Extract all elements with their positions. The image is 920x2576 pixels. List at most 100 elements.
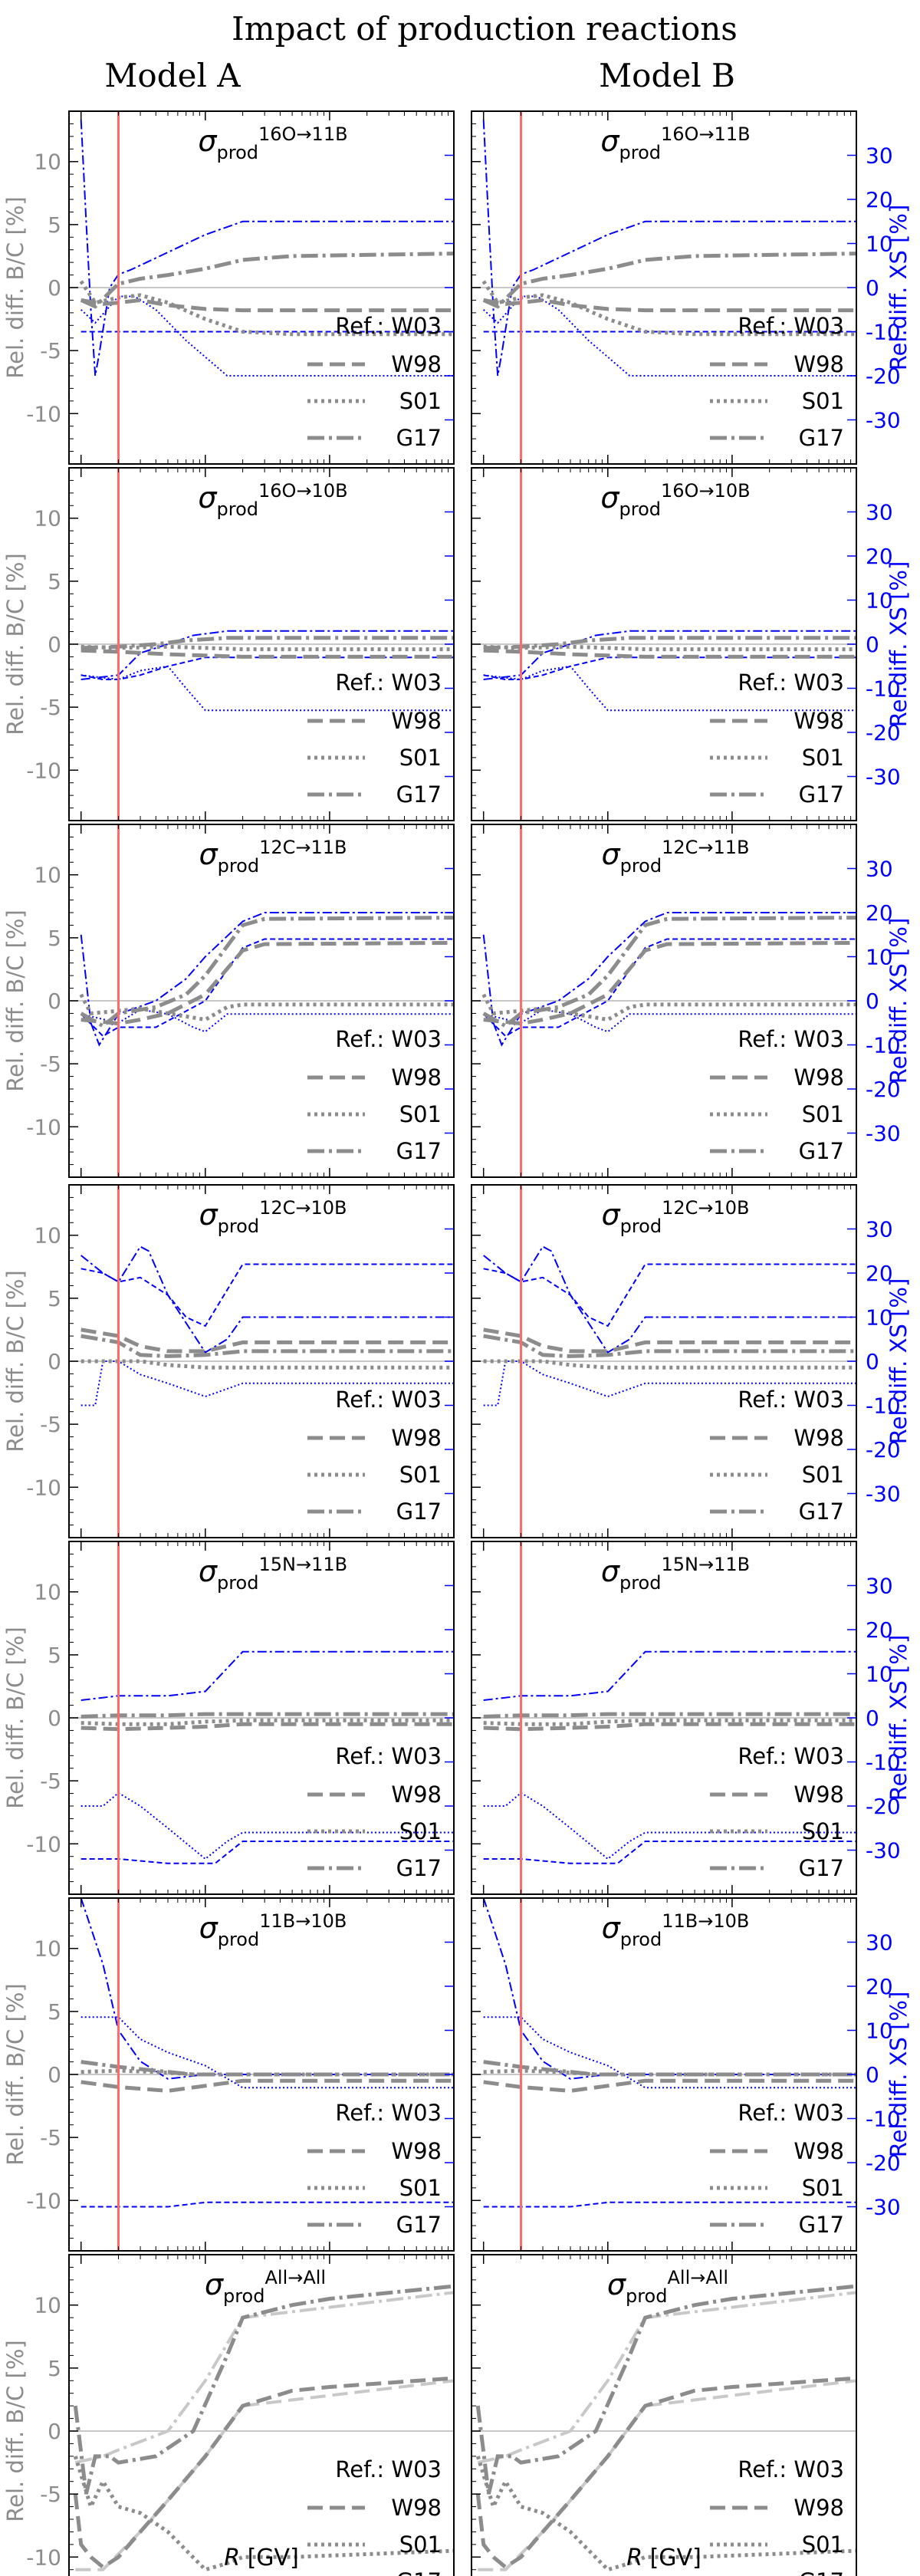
- y-right-tick-label: 20: [866, 1974, 893, 1999]
- reaction-label-subscript: prod: [626, 2285, 668, 2307]
- series-bc-S01: [483, 1718, 856, 1726]
- y-right-tick-label: -30: [866, 765, 901, 790]
- legend-label-W98: W98: [391, 708, 442, 734]
- y-left-tick-label: 10: [34, 150, 61, 175]
- legend-label-W98: W98: [391, 2138, 442, 2164]
- panel-11B-to-10B-col0: -10 -5 0 5 10 σprod11B→10B Ref.: W03 W98 S01 G17: [26, 1897, 455, 2252]
- reaction-label: σprodAll→All: [607, 2267, 728, 2307]
- reaction-label-superscript: 12C→11B: [662, 837, 749, 858]
- y-right-tick-label: 10: [866, 945, 893, 970]
- reaction-label-subscript: prod: [218, 1216, 260, 1237]
- legend-label-G17: G17: [799, 1138, 844, 1164]
- series-light-reference-1: [74, 2291, 454, 2465]
- series-bc-W98: [483, 298, 856, 313]
- legend-label-W98: W98: [794, 351, 844, 377]
- series-bc-G17: [475, 2284, 856, 2495]
- y-left-tick-label: -10: [26, 758, 61, 783]
- y-left-axis-label: Rel. diff. B/C [%]: [2, 196, 28, 378]
- y-right-tick-label: 0: [866, 989, 879, 1014]
- reaction-label-symbol: σ: [199, 1198, 219, 1232]
- series-bc-W98: [80, 940, 454, 1026]
- series-xs-G17: [482, 912, 856, 1047]
- panel-12C-to-11B-col0: -10 -5 0 5 10 σprod12C→11B Ref.: W03 W98 S01 G17: [26, 824, 455, 1178]
- legend-label-G17: G17: [396, 1138, 442, 1164]
- series-bc-S01: [475, 2456, 856, 2572]
- legend-label-W98: W98: [391, 2495, 442, 2521]
- y-left-tick-label: 0: [48, 989, 61, 1014]
- reaction-label-symbol: σ: [600, 124, 620, 158]
- legend-label-S01: S01: [399, 2175, 442, 2201]
- y-right-tick-label: -20: [866, 1437, 901, 1462]
- y-right-tick-label: 0: [866, 632, 879, 657]
- y-left-tick-label: 5: [48, 1643, 61, 1668]
- panel-12C-to-10B-col0: -10 -5 0 5 10 σprod12C→10B Ref.: W03 W98 S01 G17: [26, 1184, 455, 1538]
- y-left-tick-label: 5: [48, 1286, 61, 1311]
- legend-label-G17: G17: [799, 1499, 844, 1525]
- plot-area: [475, 2284, 856, 2572]
- reaction-label-subscript: prod: [217, 142, 259, 163]
- y-left-tick-label: 10: [34, 506, 61, 531]
- legend-title: Ref.: W03: [335, 1026, 442, 1052]
- y-left-tick-label: 5: [48, 2356, 61, 2381]
- panel-16O-to-10B-col1: -30 -20 -10 0 10 20 30 σprod16O→10B Ref.: W03 W98…: [471, 467, 901, 821]
- series-bc-W98: [483, 2078, 856, 2093]
- reaction-label-symbol: σ: [601, 1554, 621, 1588]
- y-left-tick-label: 0: [48, 1706, 61, 1731]
- reaction-label-superscript: 11B→10B: [259, 1910, 347, 1932]
- legend-label-W98: W98: [794, 708, 844, 734]
- series-xs-G17: [483, 1245, 856, 1354]
- panel-11B-to-10B-col1: -30 -20 -10 0 10 20 30 σprod11B→10B Ref.: W03 W98…: [471, 1897, 901, 2252]
- y-right-tick-label: -30: [866, 2195, 901, 2220]
- y-right-tick-label: 30: [866, 500, 893, 525]
- y-right-tick-label: 10: [866, 588, 893, 614]
- y-left-tick-label: 0: [48, 632, 61, 657]
- series-bc-S01: [80, 1718, 454, 1726]
- plot-area: [481, 912, 856, 1047]
- legend-label-W98: W98: [391, 1064, 442, 1091]
- series-xs-G17: [483, 1650, 856, 1701]
- reaction-label-symbol: σ: [199, 1554, 219, 1588]
- plot-area: [80, 1245, 454, 1406]
- legend-title: Ref.: W03: [335, 2456, 442, 2482]
- y-left-tick-label: 0: [48, 2062, 61, 2087]
- reaction-label: σprod12C→11B: [199, 837, 347, 877]
- y-right-tick-label: 20: [866, 900, 893, 926]
- series-xs-S01: [483, 2016, 856, 2089]
- legend-label-G17: G17: [396, 1855, 442, 1881]
- y-left-tick-label: -10: [26, 2188, 61, 2213]
- y-right-tick-label: -10: [866, 676, 901, 702]
- legend-title: Ref.: W03: [738, 2456, 844, 2482]
- legend-label-G17: G17: [396, 425, 442, 451]
- reaction-label-symbol: σ: [199, 837, 219, 871]
- reaction-label: σprod16O→10B: [198, 480, 347, 520]
- plot-area: [80, 1898, 454, 2208]
- series-bc-W98: [80, 2078, 454, 2093]
- reaction-label-superscript: 16O→11B: [258, 123, 348, 145]
- legend-label-W98: W98: [391, 1425, 442, 1451]
- legend-label-S01: S01: [802, 1462, 844, 1488]
- legend-title: Ref.: W03: [335, 313, 442, 339]
- y-right-tick-label: 10: [866, 1305, 893, 1331]
- series-bc-G17: [483, 636, 856, 650]
- reaction-label: σprod12C→10B: [199, 1197, 347, 1237]
- series-bc-W98: [483, 940, 856, 1026]
- y-left-tick-label: -5: [40, 1768, 61, 1794]
- series-light-reference-0: [478, 2379, 856, 2571]
- y-right-tick-label: -20: [866, 1794, 901, 1819]
- y-right-tick-label: -20: [866, 1077, 901, 1102]
- legend-label-W98: W98: [794, 2495, 844, 2521]
- series-bc-S01: [80, 644, 454, 652]
- y-right-tick-label: -10: [866, 1393, 901, 1419]
- series-xs-S01: [483, 1008, 856, 1033]
- y-right-tick-label: 10: [866, 232, 893, 257]
- reaction-label-symbol: σ: [205, 2268, 225, 2301]
- legend-label-G17: G17: [396, 2568, 442, 2576]
- reaction-label-superscript: 12C→11B: [259, 837, 347, 858]
- reaction-label: σprod11B→10B: [602, 1910, 750, 1950]
- reaction-label-superscript: 15N→11B: [661, 1554, 750, 1575]
- reaction-label-subscript: prod: [619, 1572, 662, 1594]
- panel-12C-to-10B-col1: -30 -20 -10 0 10 20 30 σprod12C→10B Ref.: W03 W98…: [471, 1184, 901, 1538]
- plot-area: [79, 912, 454, 1047]
- reaction-label-superscript: All→All: [667, 2267, 728, 2288]
